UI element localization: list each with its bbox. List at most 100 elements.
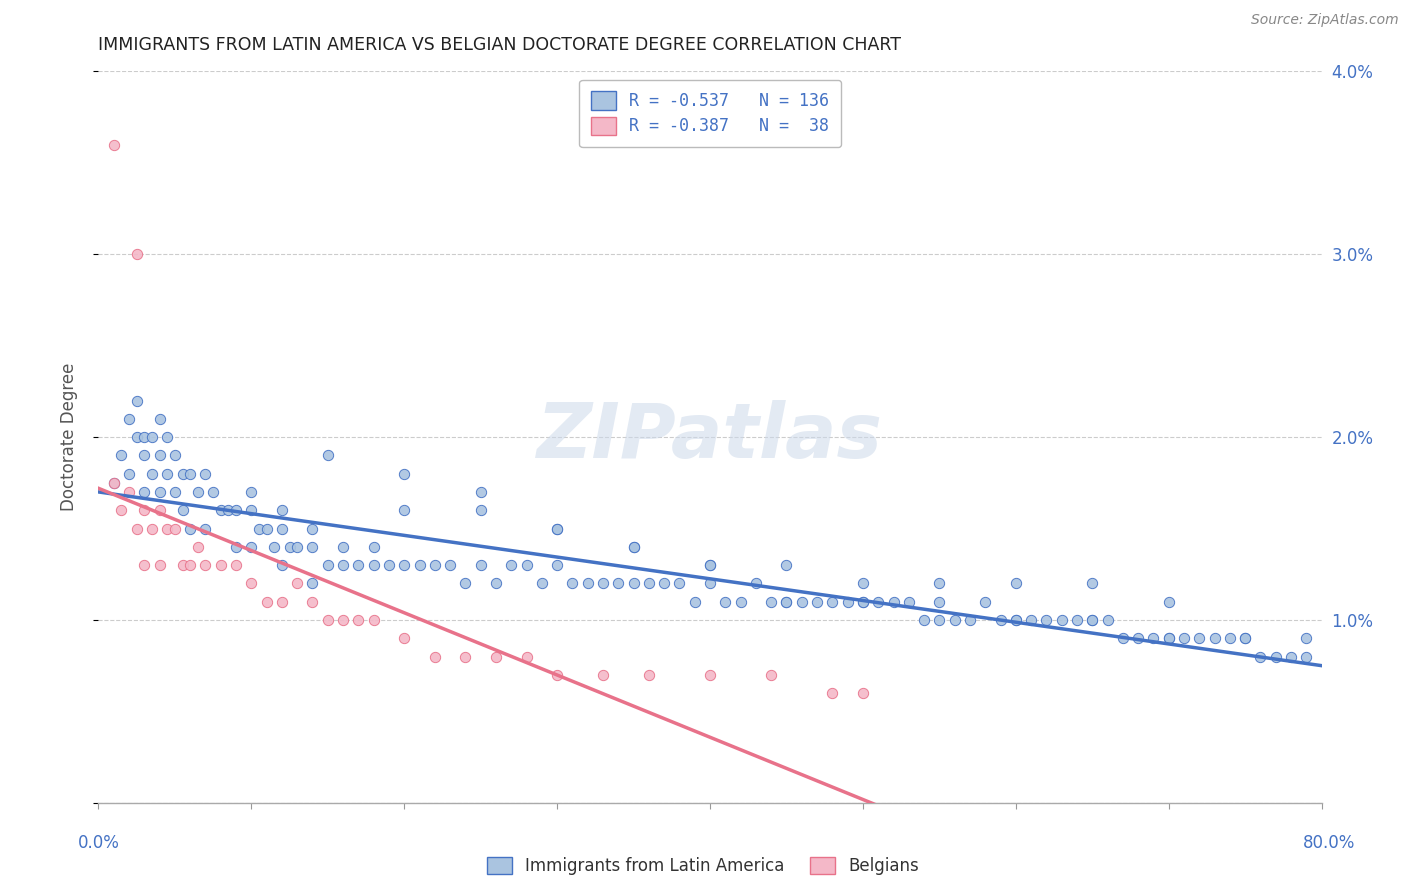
Point — [163, 485, 186, 500]
Point — [912, 613, 935, 627]
Point — [103, 475, 125, 490]
Point — [316, 449, 339, 463]
Point — [103, 137, 125, 152]
Point — [179, 467, 201, 481]
Point — [156, 521, 179, 535]
Point — [110, 449, 132, 463]
Point — [240, 485, 263, 500]
Point — [172, 467, 194, 481]
Point — [454, 649, 477, 664]
Point — [714, 594, 737, 608]
Point — [163, 521, 186, 535]
Point — [134, 449, 156, 463]
Point — [392, 467, 416, 481]
Point — [1157, 594, 1180, 608]
Point — [1035, 613, 1057, 627]
Point — [1204, 632, 1226, 646]
Point — [141, 467, 163, 481]
Point — [240, 503, 263, 517]
Point — [149, 485, 172, 500]
Point — [194, 558, 217, 573]
Point — [141, 521, 163, 535]
Point — [1234, 632, 1257, 646]
Point — [301, 576, 323, 591]
Point — [187, 540, 209, 554]
Point — [1019, 613, 1042, 627]
Point — [652, 576, 675, 591]
Point — [668, 576, 690, 591]
Point — [623, 540, 645, 554]
Point — [775, 594, 797, 608]
Point — [125, 247, 148, 261]
Point — [194, 467, 217, 481]
Point — [775, 558, 797, 573]
Point — [607, 576, 630, 591]
Point — [1004, 613, 1026, 627]
Point — [623, 576, 645, 591]
Point — [470, 485, 492, 500]
Point — [1081, 613, 1104, 627]
Point — [868, 594, 890, 608]
Point — [852, 594, 875, 608]
Point — [852, 594, 875, 608]
Point — [118, 412, 141, 426]
Point — [316, 558, 339, 573]
Point — [118, 467, 141, 481]
Point — [1081, 613, 1104, 627]
Point — [928, 594, 950, 608]
Point — [530, 576, 553, 591]
Point — [247, 521, 270, 535]
Point — [301, 521, 323, 535]
Point — [1004, 576, 1026, 591]
Point — [141, 430, 163, 444]
Legend: R = -0.537   N = 136, R = -0.387   N =  38: R = -0.537 N = 136, R = -0.387 N = 38 — [579, 79, 841, 147]
Point — [423, 558, 446, 573]
Point — [897, 594, 920, 608]
Text: IMMIGRANTS FROM LATIN AMERICA VS BELGIAN DOCTORATE DEGREE CORRELATION CHART: IMMIGRANTS FROM LATIN AMERICA VS BELGIAN… — [98, 36, 901, 54]
Point — [470, 503, 492, 517]
Point — [759, 594, 782, 608]
Point — [1295, 649, 1317, 664]
Point — [1234, 632, 1257, 646]
Point — [485, 649, 508, 664]
Point — [1128, 632, 1150, 646]
Point — [156, 430, 179, 444]
Point — [392, 558, 416, 573]
Point — [408, 558, 430, 573]
Point — [1249, 649, 1271, 664]
Point — [775, 594, 797, 608]
Point — [156, 467, 179, 481]
Point — [501, 558, 523, 573]
Point — [1157, 632, 1180, 646]
Point — [172, 558, 194, 573]
Point — [332, 558, 354, 573]
Point — [125, 521, 148, 535]
Point — [363, 613, 385, 627]
Point — [225, 503, 247, 517]
Point — [363, 540, 385, 554]
Point — [1097, 613, 1119, 627]
Point — [103, 475, 125, 490]
Point — [546, 558, 568, 573]
Point — [454, 576, 477, 591]
Point — [1157, 632, 1180, 646]
Y-axis label: Doctorate Degree: Doctorate Degree — [59, 363, 77, 511]
Point — [172, 503, 194, 517]
Point — [837, 594, 859, 608]
Point — [637, 576, 661, 591]
Point — [256, 521, 278, 535]
Point — [423, 649, 446, 664]
Point — [1081, 576, 1104, 591]
Point — [546, 521, 568, 535]
Point — [149, 449, 172, 463]
Point — [225, 558, 247, 573]
Point — [546, 521, 568, 535]
Point — [240, 576, 263, 591]
Point — [194, 521, 217, 535]
Point — [149, 558, 172, 573]
Point — [332, 540, 354, 554]
Point — [592, 576, 614, 591]
Point — [485, 576, 508, 591]
Point — [745, 576, 768, 591]
Point — [1173, 632, 1195, 646]
